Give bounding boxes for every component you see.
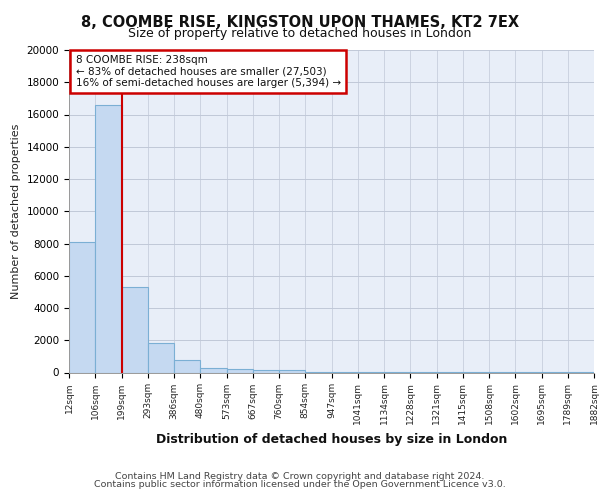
- Text: Contains public sector information licensed under the Open Government Licence v3: Contains public sector information licen…: [94, 480, 506, 489]
- Bar: [174, 360, 200, 372]
- Bar: [200, 368, 227, 372]
- Bar: [279, 370, 305, 372]
- Y-axis label: Number of detached properties: Number of detached properties: [11, 124, 21, 299]
- X-axis label: Distribution of detached houses by size in London: Distribution of detached houses by size …: [156, 432, 507, 446]
- Text: Contains HM Land Registry data © Crown copyright and database right 2024.: Contains HM Land Registry data © Crown c…: [115, 472, 485, 481]
- Text: Size of property relative to detached houses in London: Size of property relative to detached ho…: [128, 28, 472, 40]
- Bar: [253, 370, 279, 372]
- Text: 8, COOMBE RISE, KINGSTON UPON THAMES, KT2 7EX: 8, COOMBE RISE, KINGSTON UPON THAMES, KT…: [81, 15, 519, 30]
- Bar: [69, 242, 95, 372]
- Text: 8 COOMBE RISE: 238sqm
← 83% of detached houses are smaller (27,503)
16% of semi-: 8 COOMBE RISE: 238sqm ← 83% of detached …: [76, 55, 341, 88]
- Bar: [121, 287, 148, 372]
- Bar: [227, 370, 253, 372]
- Bar: [148, 344, 174, 372]
- Bar: [95, 105, 121, 372]
